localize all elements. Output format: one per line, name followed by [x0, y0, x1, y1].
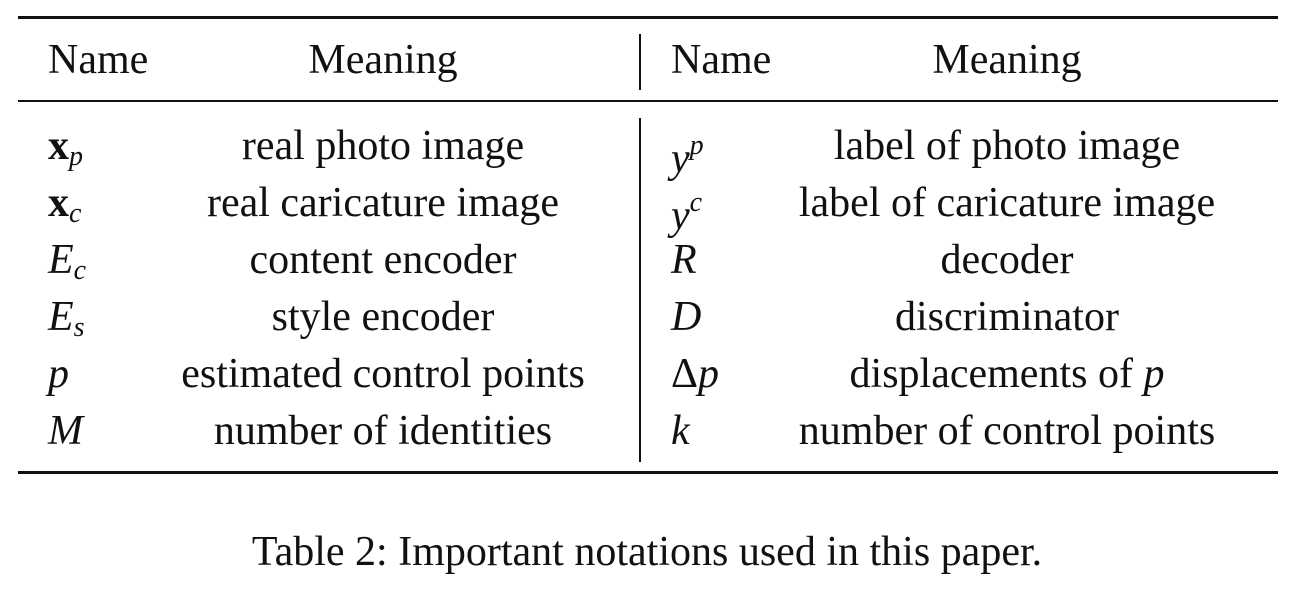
table-row-0-left-symbol: xp [48, 123, 83, 172]
column-divider-header [639, 34, 641, 90]
table-row-4-left-symbol: p [48, 351, 69, 397]
table-row-4-right-symbol: Δp [671, 351, 720, 397]
table-row-2-left-symbol: Ec [48, 237, 87, 286]
table-row-1-right-meaning: label of caricature image [798, 180, 1216, 226]
header-right-meaning: Meaning [932, 37, 1082, 83]
header-left-meaning: Meaning [308, 37, 458, 83]
table-row-4-left-meaning: estimated control points [181, 351, 585, 397]
table-row-5-left-symbol: M [48, 408, 83, 454]
table-header-rule [18, 100, 1278, 102]
table-row-5-left-meaning: number of identities [213, 408, 553, 454]
header-left-name: Name [48, 37, 149, 83]
table-caption: Table 2: Important notations used in thi… [251, 529, 1043, 575]
table-row-5-right-meaning: number of control points [798, 408, 1216, 454]
table-row-4-right-meaning: displacements of p [849, 351, 1165, 397]
table-row-3-left-symbol: Es [48, 294, 85, 343]
header-right-name: Name [671, 37, 772, 83]
table-row-3-right-symbol: D [671, 294, 702, 340]
table-row-2-left-meaning: content encoder [249, 237, 517, 283]
table-row-1-left-meaning: real caricature image [206, 180, 560, 226]
table-row-1-left-symbol: xc [48, 180, 82, 229]
table-row-3-right-meaning: discriminator [895, 294, 1119, 340]
table-row-3-left-meaning: style encoder [271, 294, 495, 340]
notation-table: Name Meaning Name Meaning xp real photo … [18, 16, 1278, 474]
table-row-0-left-meaning: real photo image [241, 123, 525, 169]
table-bottom-rule [18, 471, 1278, 474]
table-row-5-right-symbol: k [671, 408, 690, 454]
table-top-rule [18, 16, 1278, 19]
table-row-2-right-meaning: decoder [940, 237, 1074, 283]
table-row-0-right-meaning: label of photo image [833, 123, 1181, 169]
table-row-2-right-symbol: R [671, 237, 697, 283]
table-row-1-right-symbol: yc [671, 187, 703, 239]
column-divider-body [639, 118, 641, 462]
table-row-0-right-symbol: yp [671, 130, 704, 182]
